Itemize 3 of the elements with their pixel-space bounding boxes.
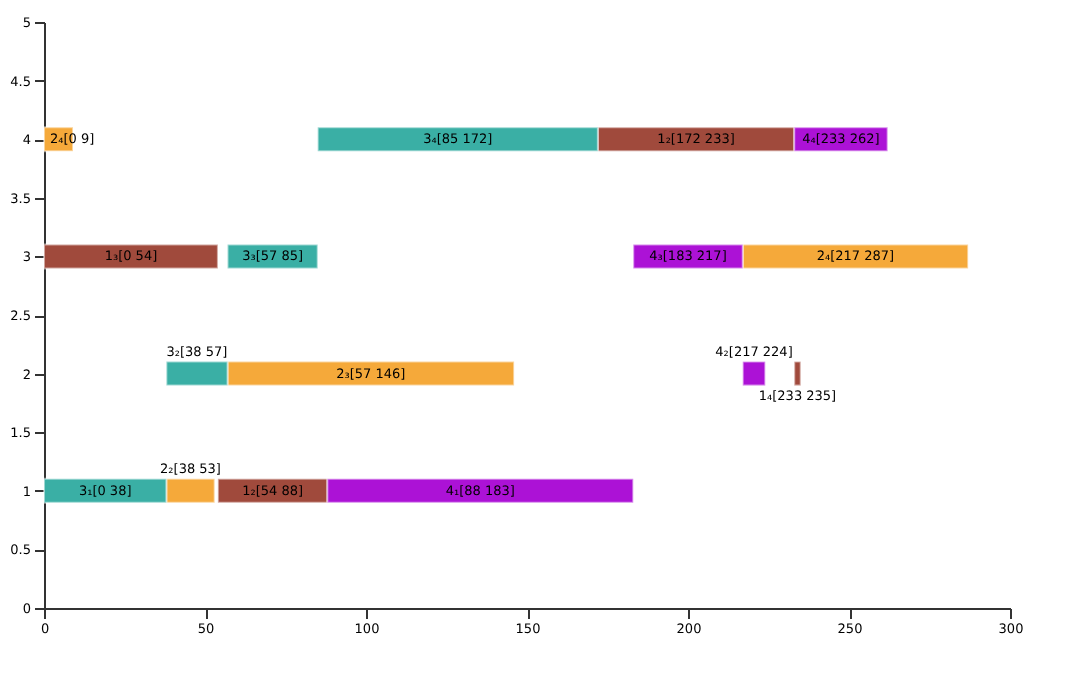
bar	[793, 360, 802, 387]
bar	[43, 243, 219, 270]
bar	[741, 360, 767, 387]
